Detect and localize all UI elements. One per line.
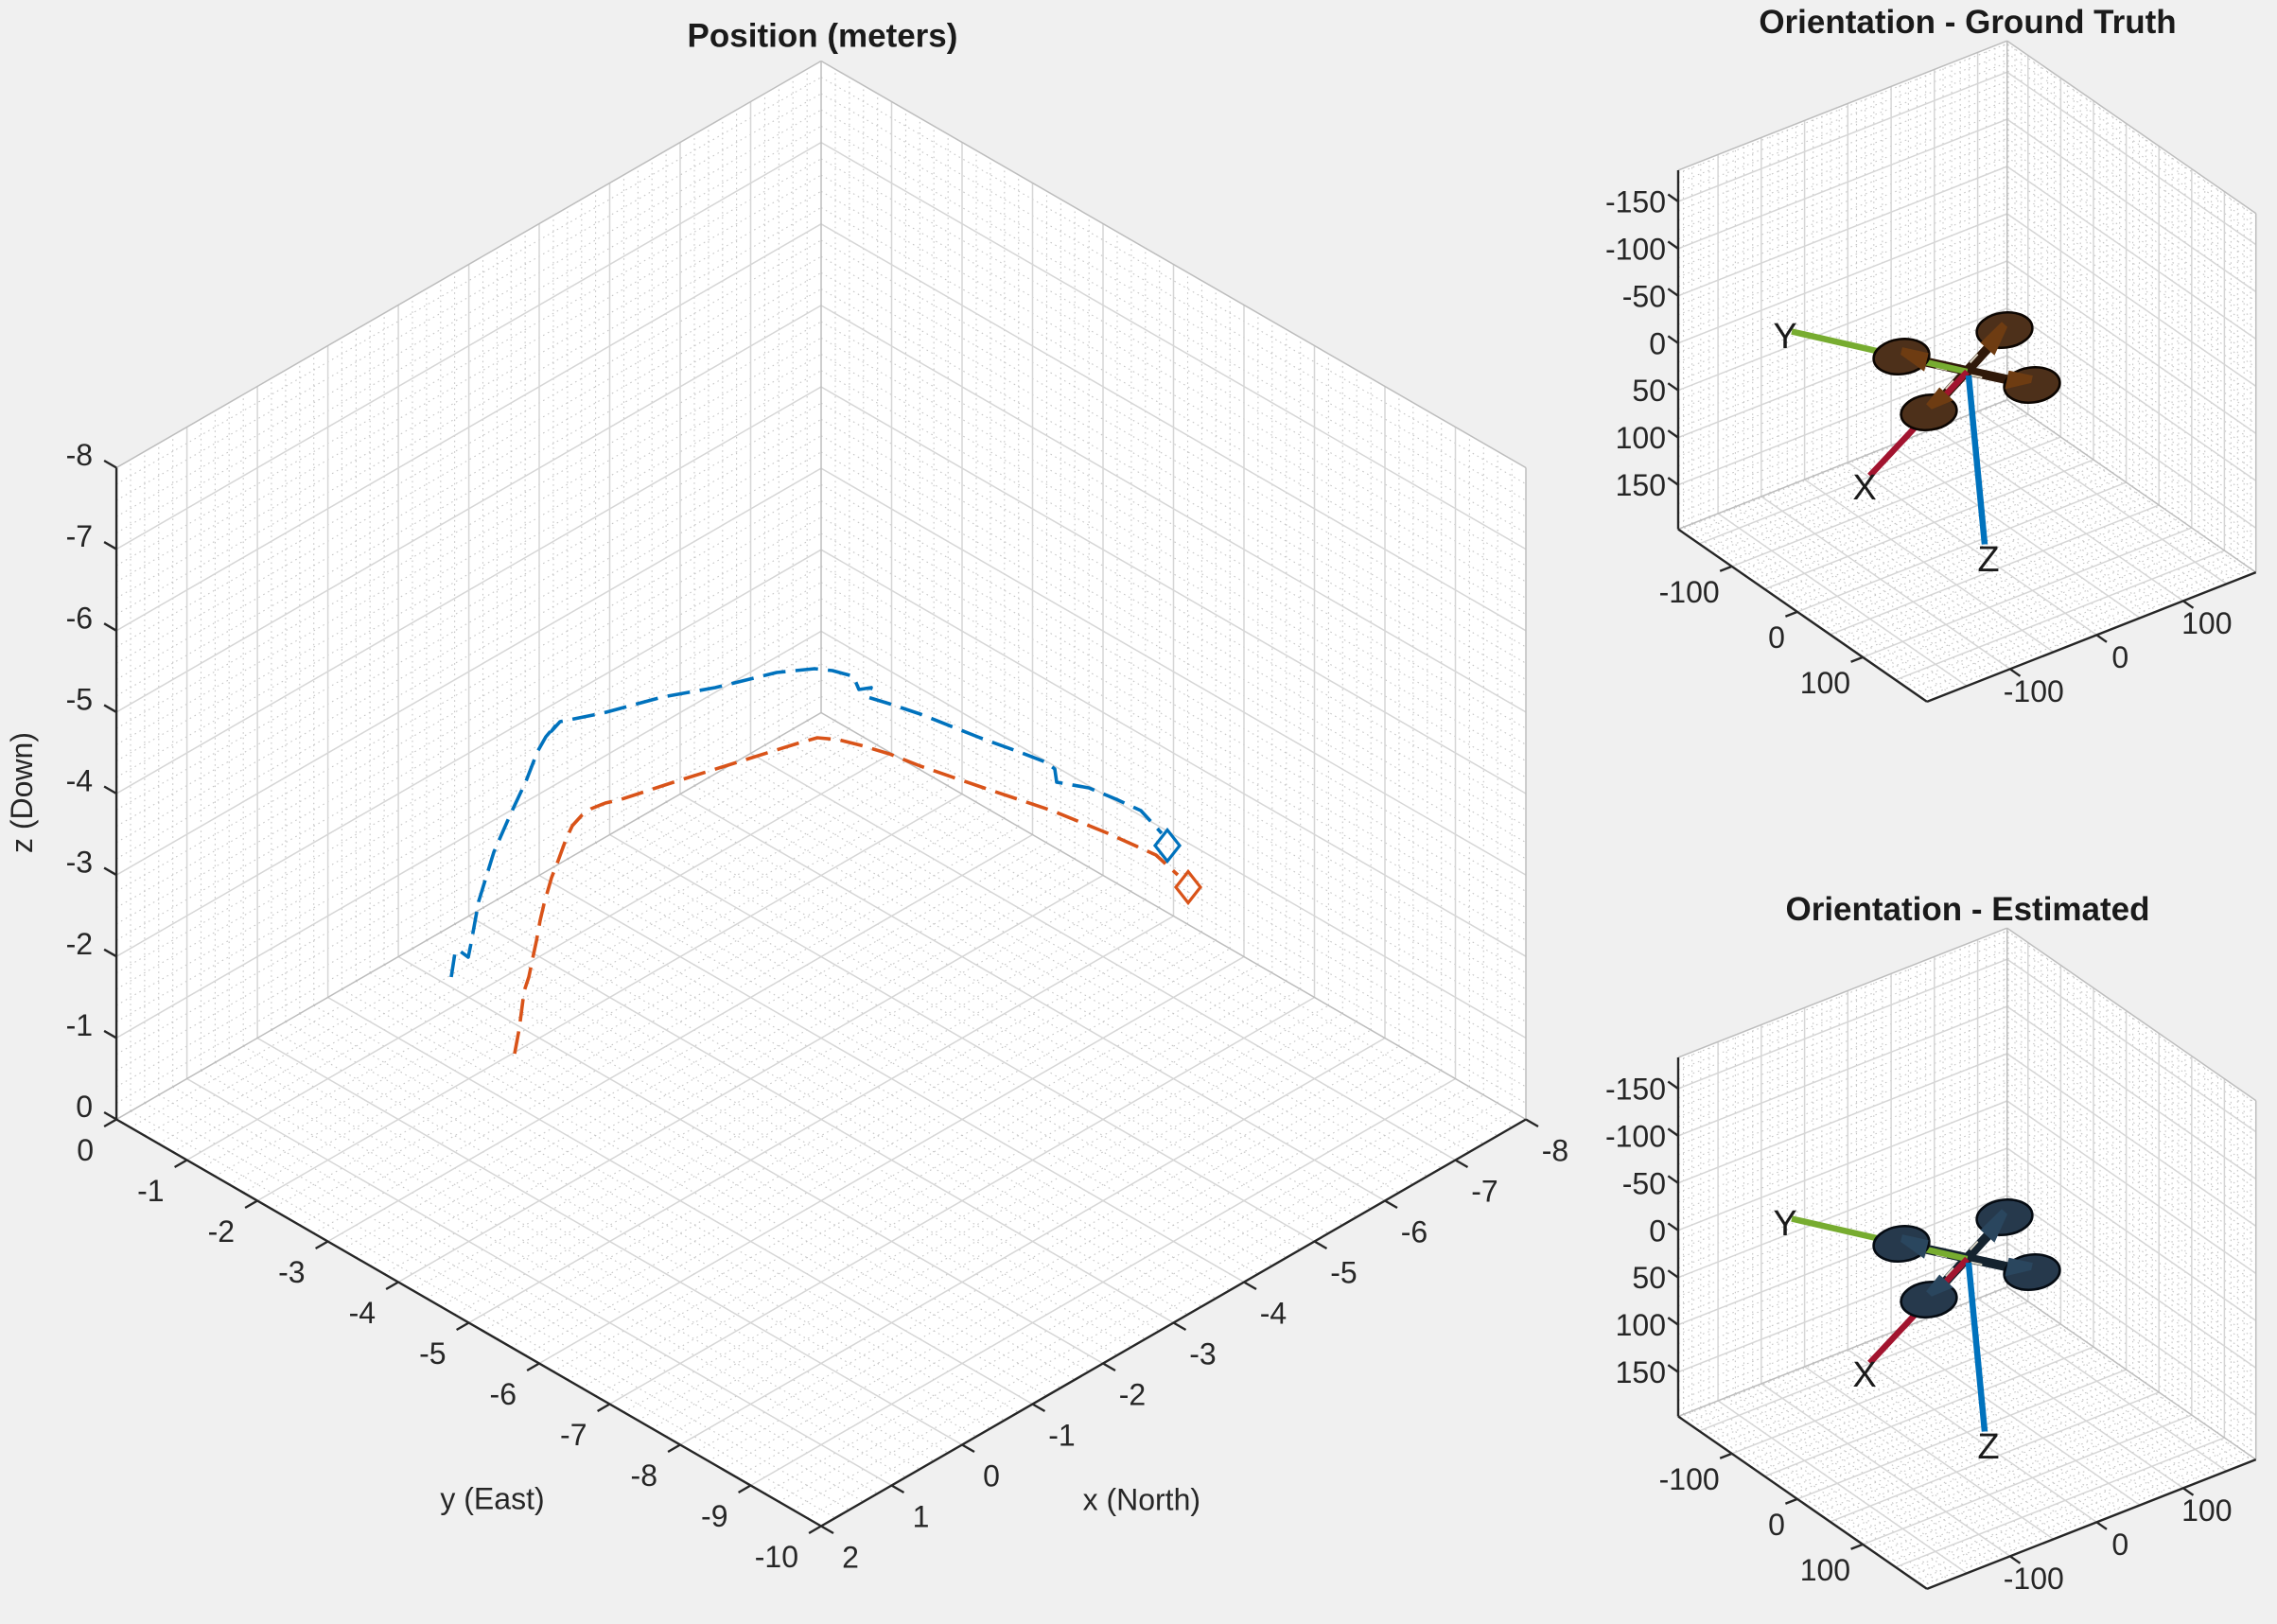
svg-text:-150: -150 (1605, 185, 1666, 219)
svg-text:Z: Z (1977, 1427, 1999, 1467)
svg-text:-50: -50 (1622, 279, 1666, 313)
svg-text:-100: -100 (2004, 674, 2064, 708)
svg-text:0: 0 (76, 1090, 93, 1124)
svg-text:-3: -3 (1189, 1337, 1216, 1371)
svg-text:150: 150 (1616, 1355, 1666, 1389)
svg-text:-50: -50 (1622, 1166, 1666, 1200)
svg-text:X: X (1852, 1355, 1876, 1395)
svg-text:-2: -2 (1119, 1378, 1146, 1412)
svg-text:Y: Y (1773, 1204, 1796, 1244)
svg-text:0: 0 (1649, 326, 1666, 360)
svg-text:100: 100 (1616, 1308, 1666, 1342)
svg-text:-7: -7 (66, 519, 93, 553)
svg-text:-3: -3 (66, 846, 93, 880)
svg-text:-1: -1 (66, 1008, 93, 1042)
svg-text:100: 100 (1800, 1553, 1850, 1587)
svg-text:150: 150 (1616, 468, 1666, 502)
svg-text:-2: -2 (208, 1214, 235, 1249)
svg-text:0: 0 (1768, 1508, 1785, 1542)
svg-text:-100: -100 (1605, 1119, 1666, 1153)
svg-text:-100: -100 (2004, 1562, 2064, 1596)
svg-text:-1: -1 (1048, 1419, 1075, 1453)
svg-text:-150: -150 (1605, 1073, 1666, 1107)
svg-text:0: 0 (983, 1459, 1000, 1493)
svg-text:-5: -5 (66, 683, 93, 717)
svg-text:z (Down): z (Down) (5, 732, 39, 853)
svg-text:-100: -100 (1605, 232, 1666, 266)
svg-text:50: 50 (1632, 374, 1666, 408)
svg-text:50: 50 (1632, 1261, 1666, 1295)
svg-text:-100: -100 (1659, 1462, 1720, 1496)
svg-text:-4: -4 (349, 1296, 376, 1330)
svg-text:-100: -100 (1659, 575, 1720, 609)
svg-text:X: X (1852, 468, 1876, 508)
svg-text:0: 0 (2111, 1528, 2128, 1562)
svg-text:100: 100 (2181, 606, 2232, 640)
svg-text:-8: -8 (631, 1458, 657, 1493)
svg-text:x (North): x (North) (1083, 1483, 1200, 1517)
svg-text:0: 0 (77, 1133, 94, 1167)
svg-text:-6: -6 (490, 1377, 517, 1411)
svg-text:100: 100 (2181, 1493, 2232, 1528)
svg-text:-7: -7 (560, 1418, 587, 1452)
svg-text:0: 0 (1768, 620, 1785, 655)
svg-text:-8: -8 (66, 438, 93, 472)
svg-text:-4: -4 (1260, 1297, 1287, 1331)
svg-text:-7: -7 (1471, 1175, 1498, 1209)
svg-text:-8: -8 (1542, 1134, 1568, 1168)
svg-text:-3: -3 (278, 1255, 305, 1289)
svg-text:-6: -6 (66, 601, 93, 635)
svg-text:100: 100 (1616, 421, 1666, 455)
svg-text:2: 2 (842, 1541, 859, 1575)
svg-text:-5: -5 (419, 1336, 446, 1371)
svg-text:-2: -2 (66, 927, 93, 961)
svg-text:Orientation - Estimated: Orientation - Estimated (1785, 891, 2149, 928)
svg-text:-6: -6 (1401, 1215, 1428, 1249)
svg-text:y (East): y (East) (440, 1482, 544, 1516)
svg-text:-9: -9 (701, 1499, 727, 1533)
svg-text:0: 0 (2111, 640, 2128, 674)
svg-text:Position (meters): Position (meters) (688, 18, 958, 55)
svg-text:0: 0 (1649, 1214, 1666, 1248)
svg-text:1: 1 (913, 1500, 930, 1534)
svg-text:-1: -1 (137, 1174, 164, 1208)
svg-text:-10: -10 (755, 1540, 798, 1574)
svg-text:-4: -4 (66, 764, 93, 798)
svg-text:Orientation - Ground Truth: Orientation - Ground Truth (1759, 4, 2176, 41)
svg-text:-5: -5 (1330, 1256, 1357, 1290)
svg-text:Z: Z (1977, 540, 1999, 580)
svg-text:100: 100 (1800, 666, 1850, 700)
svg-text:Y: Y (1773, 317, 1796, 357)
